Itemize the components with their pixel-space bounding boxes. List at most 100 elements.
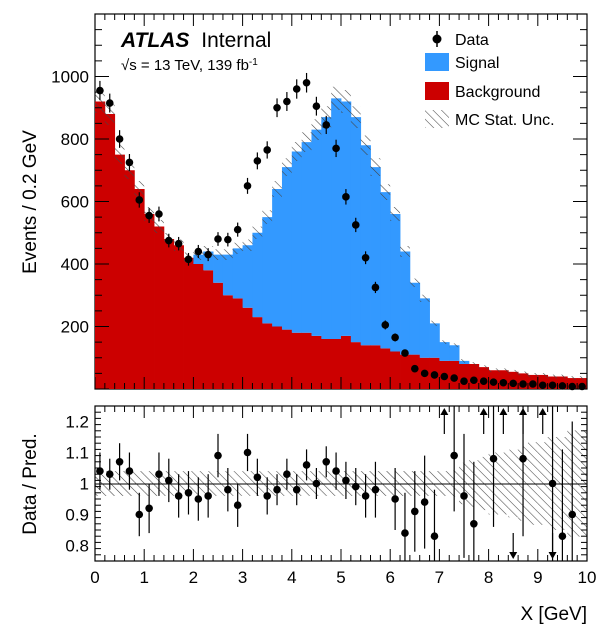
- mc-stat-unc-bin: [341, 90, 351, 113]
- mc-stat-unc-bin: [262, 210, 273, 224]
- mc-stat-unc-bin: [281, 158, 292, 176]
- signal-bar: [400, 251, 411, 355]
- data-point: [499, 378, 508, 387]
- ratio-point: [174, 492, 183, 500]
- ratio-out-of-range-arrows: [440, 408, 557, 559]
- signal-bar: [341, 101, 352, 336]
- mc-stat-unc-bin: [557, 374, 568, 379]
- ratio-point: [292, 485, 301, 494]
- data-point: [165, 236, 173, 245]
- x-tick-label: 8: [484, 568, 493, 587]
- ratio-point: [253, 473, 262, 482]
- ratio-point: [233, 501, 242, 510]
- signal-bar: [429, 323, 440, 358]
- legend-label-signal: Signal: [455, 55, 499, 72]
- data-point: [302, 78, 311, 87]
- ratio-point: [273, 485, 281, 494]
- mc-stat-unc-bin: [154, 220, 164, 233]
- data-points: [96, 72, 586, 391]
- signal-bar: [213, 254, 224, 283]
- mc-stat-unc-bin: [301, 132, 312, 152]
- ratio-point: [145, 504, 153, 513]
- legend-data-marker: [432, 34, 442, 44]
- data-point: [155, 210, 163, 218]
- background-bar: [124, 170, 135, 389]
- data-point: [371, 283, 380, 292]
- ratio-point: [96, 467, 104, 475]
- data-point: [283, 97, 291, 106]
- mc-stat-unc-bin: [242, 239, 253, 251]
- background-bar: [252, 317, 263, 389]
- signal-bar: [242, 245, 253, 308]
- ratio-point: [184, 489, 193, 497]
- x-tick-label: 0: [90, 568, 99, 587]
- background-bar: [272, 326, 283, 389]
- mc-stat-unc-bin: [252, 226, 263, 239]
- data-point: [489, 378, 498, 386]
- background-bar: [173, 245, 184, 389]
- main-y-tick-label: 800: [61, 130, 89, 149]
- data-point: [578, 382, 586, 391]
- background-bar: [163, 239, 175, 389]
- mc-stat-unc-bin: [449, 343, 460, 348]
- mc-stat-unc-bin: [331, 86, 341, 110]
- ratio-point: [342, 476, 350, 485]
- data-point: [263, 146, 272, 154]
- signal-bar: [360, 145, 371, 346]
- mc-stat-unc-bin: [459, 359, 469, 363]
- ratio-point: [351, 482, 360, 491]
- mc-stat-unc-bin: [478, 365, 489, 369]
- data-point: [204, 250, 212, 259]
- data-point: [470, 376, 478, 385]
- signal-bar: [390, 214, 401, 352]
- data-point: [548, 381, 557, 390]
- data-point: [105, 99, 114, 107]
- signal-bar: [331, 98, 342, 339]
- mc-stat-unc-bin: [518, 371, 528, 376]
- x-tick-label: 5: [336, 568, 345, 587]
- arrow-up-head: [538, 408, 547, 415]
- signal-bar: [301, 142, 312, 333]
- main-y-tick-label: 1000: [51, 68, 89, 87]
- background-bar: [222, 295, 234, 389]
- background-bar: [193, 264, 204, 389]
- energy-lumi-label: √s = 13 TeV, 139 fb-1: [121, 57, 258, 75]
- data-point: [479, 377, 488, 385]
- background-bar: [301, 332, 312, 389]
- main-panel: 200 400 600 800 1000 Events / 0.2 GeV ATLAS …: [20, 13, 588, 391]
- mc-stat-unc-bin: [95, 90, 105, 113]
- main-y-axis-label: Events / 0.2 GeV: [20, 130, 41, 274]
- data-point: [125, 158, 134, 167]
- arrow-up-head: [479, 408, 488, 415]
- ratio-point: [371, 485, 380, 494]
- data-point: [401, 349, 409, 357]
- ratio-point: [135, 510, 144, 519]
- ratio-point: [312, 479, 321, 488]
- data-point: [342, 193, 350, 201]
- signal-bar: [419, 298, 430, 358]
- background-bar: [341, 335, 352, 389]
- ratio-point: [470, 520, 478, 528]
- legend: Data Signal Background MC Stat. Unc.: [425, 31, 555, 129]
- legend-entry-mc-stat-unc: MC Stat. Unc.: [425, 110, 555, 129]
- data-point: [361, 253, 370, 262]
- background-bar: [350, 342, 362, 389]
- x-axis-label: X [GeV]: [520, 604, 587, 625]
- data-point: [450, 374, 458, 382]
- arrow-up-head: [440, 408, 449, 415]
- data-point: [184, 255, 193, 264]
- ratio-point: [332, 467, 340, 475]
- ratio-point: [322, 458, 331, 466]
- mc-stat-unc-bin: [213, 249, 223, 260]
- data-point: [411, 364, 419, 373]
- data-point: [332, 144, 340, 153]
- ratio-point: [420, 498, 429, 506]
- data-point: [115, 135, 124, 143]
- ratio-point: [263, 492, 272, 500]
- signal-bar: [439, 342, 450, 361]
- ratio-point: [519, 454, 527, 463]
- signal-bar: [252, 232, 263, 318]
- legend-entry-signal: Signal: [425, 53, 499, 72]
- ratio-point: [391, 495, 399, 503]
